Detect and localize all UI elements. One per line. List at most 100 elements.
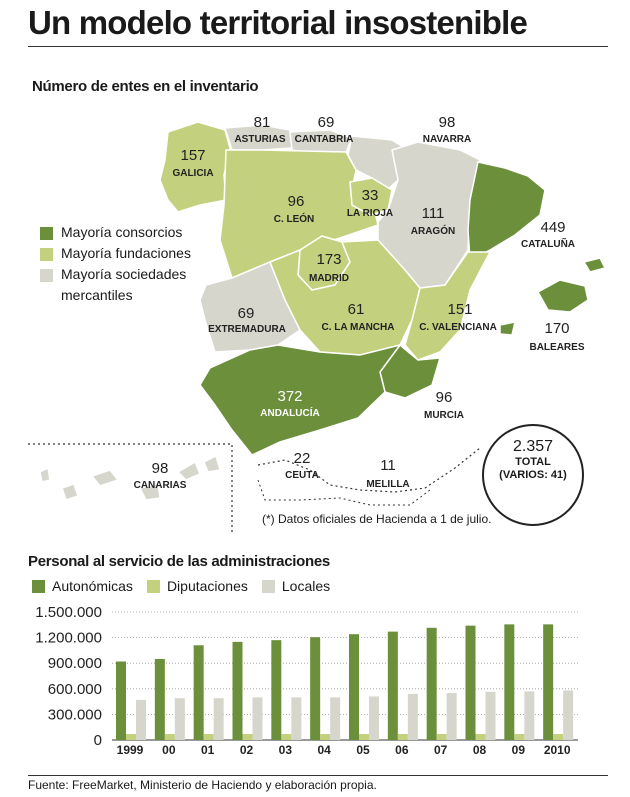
region-label-cantabria: CANTABRIA xyxy=(295,134,354,145)
chart-legend-label-autonomicas: Autonómicas xyxy=(52,578,133,594)
legend-swatch-sociedades xyxy=(40,269,53,282)
bar-locales-01 xyxy=(213,698,224,740)
region-value-asturias: 81 xyxy=(254,114,271,131)
region-shape-baleares-ibiza xyxy=(499,321,516,336)
legend-label-consorcios: Mayoría consorcios xyxy=(61,224,183,240)
region-shape-canarias-2 xyxy=(61,483,79,501)
bar-diputaciones-2010 xyxy=(553,734,564,740)
region-label-ceuta: CEUTA xyxy=(285,470,319,481)
chart-legend: Autonómicas Diputaciones Locales xyxy=(32,578,344,594)
total-varios: (VARIOS: 41) xyxy=(499,469,567,481)
map-subtitle: Número de entes en el inventario xyxy=(32,78,259,95)
x-tick-label: 08 xyxy=(473,743,487,757)
region-value-melilla: 11 xyxy=(380,457,396,474)
region-value-ceuta: 22 xyxy=(294,450,311,467)
bar-locales-2010 xyxy=(563,690,574,740)
region-shape-canarias-6 xyxy=(203,454,221,473)
y-tick-label: 1.200.000 xyxy=(35,630,102,647)
bar-locales-03 xyxy=(291,697,302,740)
region-label-asturias: ASTURIAS xyxy=(234,134,285,145)
bar-diputaciones-05 xyxy=(359,734,369,740)
footnote: (*) Datos oficiales de Hacienda a 1 de j… xyxy=(262,512,492,526)
chart-legend-swatch-diputaciones xyxy=(146,579,160,593)
legend-swatch-consorcios xyxy=(40,227,53,240)
region-label-melilla: MELILLA xyxy=(366,479,409,490)
region-value-aragon: 111 xyxy=(422,205,445,222)
bar-autonómicas-02 xyxy=(232,641,243,740)
region-label-clamancha: C. LA MANCHA xyxy=(322,322,395,333)
x-tick-label: 04 xyxy=(317,743,331,757)
region-shape-canarias-5 xyxy=(176,460,201,481)
region-shape-cataluna xyxy=(467,161,546,262)
region-label-madrid: MADRID xyxy=(309,273,349,284)
bar-autonómicas-05 xyxy=(349,634,359,740)
region-label-galicia: GALICIA xyxy=(172,168,213,179)
region-value-navarra: 98 xyxy=(439,114,456,131)
top-divider xyxy=(28,46,608,47)
chart-legend-swatch-autonomicas xyxy=(32,579,45,593)
bar-diputaciones-04 xyxy=(320,734,331,740)
region-value-canarias: 98 xyxy=(152,460,169,477)
y-tick-label: 600.000 xyxy=(48,681,102,698)
chart-title: Personal al servicio de las administraci… xyxy=(28,553,330,570)
region-value-cataluna: 449 xyxy=(540,219,565,236)
region-value-baleares: 170 xyxy=(544,320,569,337)
region-value-cleon: 96 xyxy=(288,193,305,210)
bar-diputaciones-00 xyxy=(164,734,175,740)
region-shape-baleares-menorca xyxy=(582,257,607,273)
chart-legend-item-autonomicas: Autonómicas xyxy=(32,578,133,594)
legend-item-sociedades: Mayoría sociedades mercantiles xyxy=(40,264,211,306)
bar-locales-05 xyxy=(369,696,379,740)
y-tick-label: 0 xyxy=(94,732,102,749)
spain-map: 157 GALICIA 81 ASTURIAS 69 CANTABRIA 98 … xyxy=(28,114,607,532)
region-label-larioja: LA RIOJA xyxy=(347,208,393,219)
region-value-larioja: 33 xyxy=(362,187,379,204)
bar-locales-08 xyxy=(485,691,496,740)
bar-locales-00 xyxy=(174,698,185,740)
bar-autonómicas-04 xyxy=(310,637,321,740)
bar-locales-02 xyxy=(252,697,263,740)
chart-legend-swatch-locales xyxy=(261,579,275,593)
total-label: TOTAL xyxy=(515,456,551,468)
x-tick-label: 06 xyxy=(395,743,409,757)
bar-autonómicas-03 xyxy=(271,640,282,740)
region-label-cataluna: CATALUÑA xyxy=(521,237,575,250)
x-tick-label: 09 xyxy=(512,743,526,757)
bar-locales-09 xyxy=(524,691,535,740)
legend-swatch-fundaciones xyxy=(40,248,53,261)
region-shape-baleares-mallorca xyxy=(536,279,589,313)
bottom-divider xyxy=(28,775,608,776)
bar-diputaciones-08 xyxy=(475,734,486,740)
bar-diputaciones-01 xyxy=(203,734,214,740)
x-tick-label: 1999 xyxy=(117,743,144,757)
region-label-navarra: NAVARRA xyxy=(423,134,472,145)
bar-locales-07 xyxy=(446,693,457,740)
region-label-cleon: C. LEÓN xyxy=(274,212,315,225)
bar-autonómicas-08 xyxy=(465,625,476,740)
chart-legend-label-diputaciones: Diputaciones xyxy=(166,578,248,594)
legend-label-fundaciones: Mayoría fundaciones xyxy=(61,245,191,261)
y-tick-label: 300.000 xyxy=(48,706,102,723)
bar-diputaciones-07 xyxy=(436,734,447,740)
bar-autonómicas-00 xyxy=(154,658,165,740)
region-value-clamancha: 61 xyxy=(348,301,365,318)
x-tick-label: 07 xyxy=(434,743,448,757)
bar-locales-1999 xyxy=(136,699,146,740)
bar-autonómicas-2010 xyxy=(543,624,554,740)
x-tick-label: 03 xyxy=(279,743,293,757)
region-label-murcia: MURCIA xyxy=(424,410,464,421)
bar-autonómicas-06 xyxy=(387,631,398,740)
region-value-madrid: 173 xyxy=(316,251,341,268)
region-shape-canarias-4 xyxy=(138,483,161,501)
region-label-andalucia: ANDALUCÍA xyxy=(260,406,319,419)
region-value-murcia: 96 xyxy=(436,389,453,406)
region-label-canarias: CANARIAS xyxy=(134,480,187,491)
region-shape-cvalenciana xyxy=(404,251,492,361)
region-value-extremadura: 69 xyxy=(238,305,255,322)
x-tick-label: 05 xyxy=(356,743,370,757)
ceuta-melilla-dashed-coast xyxy=(257,447,481,493)
region-shape-canarias-3 xyxy=(90,469,120,487)
legend-item-consorcios: Mayoría consorcios xyxy=(40,222,211,243)
page-title: Un modelo territorial insostenible xyxy=(28,4,528,41)
region-value-andalucia: 372 xyxy=(277,388,302,405)
